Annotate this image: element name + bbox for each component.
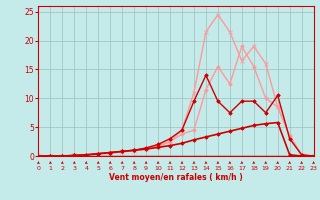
- X-axis label: Vent moyen/en rafales ( km/h ): Vent moyen/en rafales ( km/h ): [109, 174, 243, 183]
